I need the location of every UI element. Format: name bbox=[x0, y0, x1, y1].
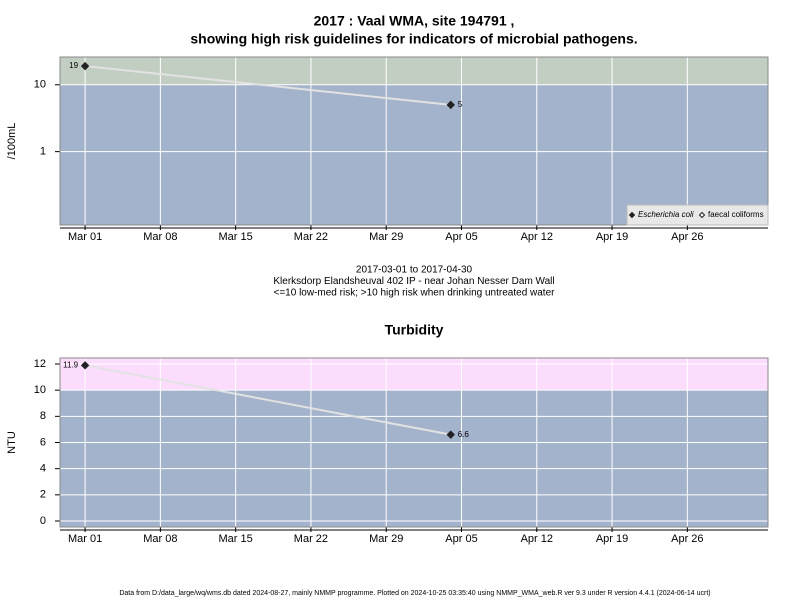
x-tick-label: Mar 15 bbox=[219, 231, 253, 243]
value-label: 11.9 bbox=[63, 360, 79, 369]
chart-title: 2017 : Vaal WMA, site 194791 , bbox=[314, 13, 515, 29]
x-tick-label: Mar 22 bbox=[294, 231, 328, 243]
legend-marker bbox=[628, 211, 636, 219]
chart-subtitle: showing high risk guidelines for indicat… bbox=[190, 31, 637, 47]
data-point bbox=[80, 361, 90, 370]
plot-frame bbox=[59, 56, 769, 226]
x-tick-label: Apr 05 bbox=[445, 533, 477, 545]
y-tick-label: 12 bbox=[34, 358, 46, 370]
x-tick-label: Mar 15 bbox=[219, 533, 253, 545]
plot-frame bbox=[59, 357, 769, 528]
footer: Data from D:/data_large/wq/wms.db dated … bbox=[119, 590, 710, 597]
note: 2017-03-01 to 2017-04-30 bbox=[356, 265, 473, 276]
y-tick-label: 4 bbox=[40, 463, 46, 475]
value-label: 19 bbox=[69, 61, 78, 70]
x-tick-label: Apr 19 bbox=[596, 533, 628, 545]
data-point bbox=[80, 61, 90, 71]
x-tick-label: Mar 29 bbox=[369, 231, 403, 243]
x-tick-label: Apr 26 bbox=[671, 533, 703, 545]
x-tick-label: Apr 26 bbox=[671, 231, 703, 243]
x-tick-label: Mar 29 bbox=[369, 533, 403, 545]
x-tick-label: Apr 05 bbox=[445, 231, 477, 243]
data-point bbox=[446, 430, 455, 439]
y-tick-label: 0 bbox=[40, 515, 46, 527]
note: Klerksdorp Elandsheuval 402 IP - near Jo… bbox=[273, 276, 554, 287]
x-tick-label: Mar 22 bbox=[294, 533, 328, 545]
note: <=10 low-med risk; >10 high risk when dr… bbox=[274, 288, 556, 299]
y-axis-label: /100mL bbox=[6, 123, 18, 160]
y-tick-label: 1 bbox=[40, 146, 46, 158]
series-line bbox=[84, 364, 451, 436]
legend-label: Escherichia coli bbox=[638, 210, 694, 219]
series-line bbox=[84, 65, 451, 106]
x-tick-label: Apr 12 bbox=[521, 533, 553, 545]
value-label: 6.6 bbox=[458, 430, 470, 439]
value-label: 5 bbox=[458, 100, 463, 109]
data-point bbox=[446, 100, 455, 110]
legend-marker bbox=[698, 211, 706, 219]
high-risk-band bbox=[60, 358, 768, 391]
y-tick-label: 6 bbox=[40, 436, 46, 448]
x-tick-label: Apr 19 bbox=[596, 231, 628, 243]
legend-box bbox=[626, 204, 769, 226]
y-tick-label: 2 bbox=[40, 489, 46, 501]
y-axis-label: NTU bbox=[6, 431, 18, 454]
chart-title: Turbidity bbox=[385, 322, 444, 338]
x-tick-label: Apr 12 bbox=[521, 231, 553, 243]
x-tick-label: Mar 08 bbox=[143, 231, 177, 243]
y-tick-label: 8 bbox=[40, 410, 46, 422]
high-risk-band bbox=[60, 57, 768, 85]
legend-label: faecal coliforms bbox=[708, 210, 764, 219]
y-tick-label: 10 bbox=[34, 79, 46, 91]
x-tick-label: Mar 08 bbox=[143, 533, 177, 545]
x-tick-label: Mar 01 bbox=[68, 533, 102, 545]
y-tick-label: 10 bbox=[34, 384, 46, 396]
x-tick-label: Mar 01 bbox=[68, 231, 102, 243]
